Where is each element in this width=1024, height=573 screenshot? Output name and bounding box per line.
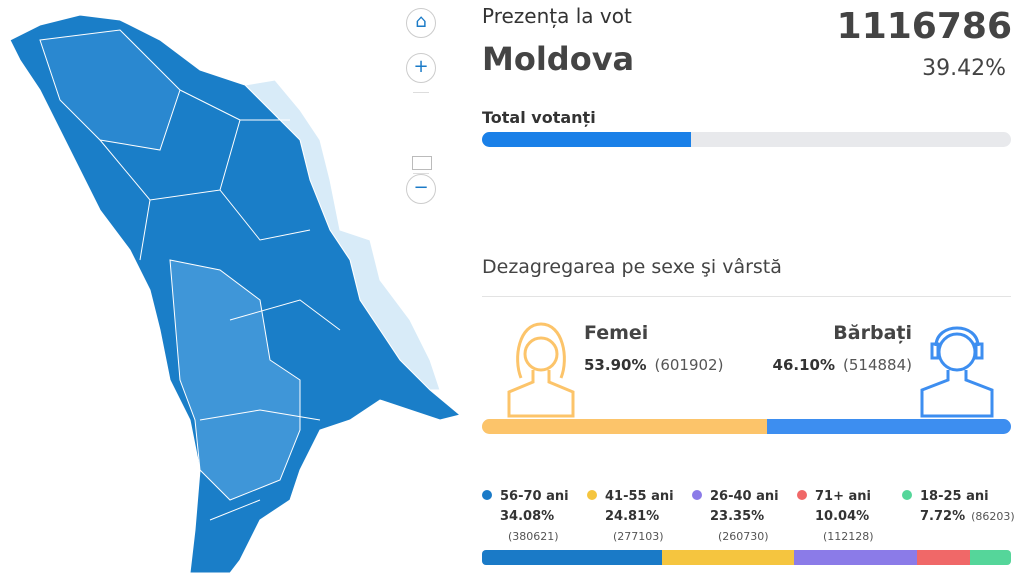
home-button[interactable]: ⌂ — [406, 8, 436, 38]
age-segment — [917, 550, 971, 565]
age-segment — [482, 550, 663, 565]
gender-bar — [482, 419, 1011, 434]
age-percent: 7.72% — [920, 509, 966, 524]
gender-stats: 46.10% (514884) — [773, 356, 912, 374]
age-item: 26-40 ani 23.35% (260730) — [692, 487, 802, 547]
woman-icon — [507, 322, 575, 418]
gender-name: Femei — [584, 322, 649, 344]
zoom-out[interactable]: − — [406, 174, 436, 204]
age-count: (277103) — [613, 530, 664, 543]
percent: 39.42% — [922, 56, 1006, 81]
zoom-slider[interactable] — [413, 92, 429, 174]
gender-segment — [767, 419, 1011, 434]
age-name: 56-70 ani — [500, 489, 569, 504]
divider — [482, 296, 1011, 297]
age-item: 41-55 ani 24.81% (277103) — [587, 487, 697, 547]
map-borders — [99, 89, 341, 521]
age-name-row: 26-40 ani — [692, 487, 802, 507]
age-percent: 24.81% — [605, 509, 660, 524]
age-segment — [662, 550, 794, 565]
age-name: 71+ ani — [815, 489, 871, 504]
age-count: (260730) — [718, 530, 769, 543]
age-name: 18-25 ani — [920, 489, 989, 504]
gender-count: (601902) — [654, 356, 724, 374]
age-segment — [793, 550, 918, 565]
age-percent-row: 7.72% (86203) — [902, 507, 1015, 527]
age-dot — [692, 490, 702, 500]
section-title: Dezagregarea pe sexe şi vârstă — [482, 256, 782, 278]
gender-count: (514884) — [843, 356, 912, 374]
age-name-row: 71+ ani — [797, 487, 907, 507]
age-item: 71+ ani 10.04% (112128) — [797, 487, 907, 547]
gender-percent: 53.90% — [584, 356, 647, 374]
age-name-row: 56-70 ani — [482, 487, 592, 507]
map-region — [169, 259, 301, 501]
age-name-row: 18-25 ani — [902, 487, 1012, 507]
age-count: (112128) — [823, 530, 874, 543]
age-item: 18-25 ani 7.72% (86203) — [902, 487, 1015, 527]
age-dot — [797, 490, 807, 500]
zoom-in[interactable]: + — [406, 53, 436, 83]
age-percent-row: 24.81% — [587, 507, 697, 527]
age-item: 56-70 ani 34.08% (380621) — [482, 487, 592, 547]
age-percent: 23.35% — [710, 509, 765, 524]
age-count: (86203) — [971, 510, 1015, 523]
age-name: 26-40 ani — [710, 489, 779, 504]
gender-stats: 53.90% (601902) — [584, 356, 723, 374]
age-segment — [970, 550, 1011, 565]
age-name: 41-55 ani — [605, 489, 674, 504]
bar-label: Total votanți — [482, 108, 596, 127]
age-bar — [482, 550, 1011, 565]
age-percent-row: 23.35% — [692, 507, 802, 527]
gender-segment — [482, 419, 768, 434]
total-fill — [482, 132, 691, 147]
zoom-handle[interactable] — [412, 156, 432, 170]
total: 1116786 — [836, 6, 1012, 47]
region: Moldova — [482, 40, 635, 78]
age-count: (380621) — [508, 530, 559, 543]
age-dot — [482, 490, 492, 500]
gender-name: Bărbați — [833, 322, 912, 344]
total-bar — [482, 132, 1011, 147]
gender-percent: 46.10% — [772, 356, 836, 374]
man-icon — [920, 326, 994, 418]
age-percent: 34.08% — [500, 509, 555, 524]
age-name-row: 41-55 ani — [587, 487, 697, 507]
map-region — [39, 29, 181, 151]
age-percent: 10.04% — [815, 509, 870, 524]
title: Prezența la vot — [482, 4, 632, 28]
map — [9, 14, 462, 573]
age-dot — [902, 490, 912, 500]
age-percent-row: 34.08% — [482, 507, 592, 527]
age-percent-row: 10.04% — [797, 507, 907, 527]
age-dot — [587, 490, 597, 500]
